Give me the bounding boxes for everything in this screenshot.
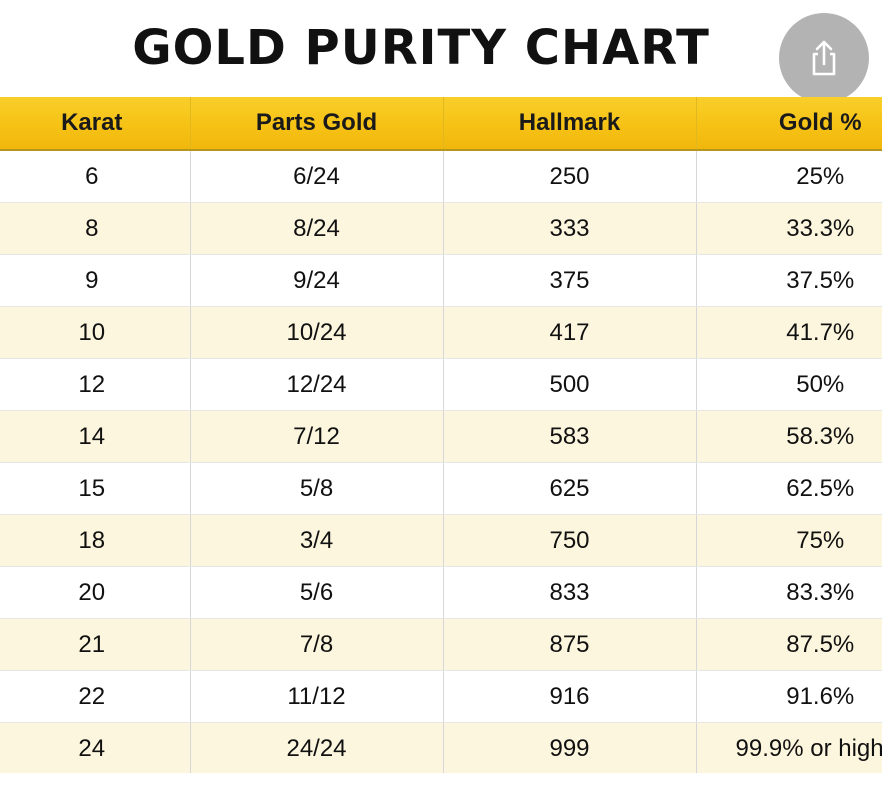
table-row: 15 5/8 625 62.5%: [0, 462, 882, 515]
cell-hallmark: 250: [442, 150, 696, 203]
cell-gold-percent: 41.7%: [695, 306, 882, 359]
cell-karat: 20: [0, 566, 190, 619]
gold-purity-table: Karat Parts Gold Hallmark Gold % 6 6/24 …: [0, 97, 882, 773]
cell-karat: 18: [0, 514, 190, 567]
cell-gold-percent: 91.6%: [695, 670, 882, 723]
cell-hallmark: 916: [442, 670, 696, 723]
header-gold-percent: Gold %: [695, 97, 882, 151]
cell-gold-percent: 99.9% or higher: [695, 722, 882, 773]
share-button[interactable]: [779, 13, 869, 103]
cell-hallmark: 833: [442, 566, 696, 619]
cell-hallmark: 333: [442, 202, 696, 255]
table-row: 10 10/24 417 41.7%: [0, 306, 882, 359]
cell-hallmark: 375: [442, 254, 696, 307]
cell-karat: 9: [0, 254, 190, 307]
cell-gold-percent: 75%: [695, 514, 882, 567]
cell-parts-gold: 3/4: [189, 514, 443, 567]
cell-parts-gold: 11/12: [189, 670, 443, 723]
cell-karat: 10: [0, 306, 190, 359]
cell-parts-gold: 6/24: [189, 150, 443, 203]
header-hallmark: Hallmark: [442, 97, 696, 151]
cell-parts-gold: 10/24: [189, 306, 443, 359]
table-row: 20 5/6 833 83.3%: [0, 566, 882, 619]
purity-table-container: Karat Parts Gold Hallmark Gold % 6 6/24 …: [0, 97, 882, 773]
cell-gold-percent: 58.3%: [695, 410, 882, 463]
cell-gold-percent: 83.3%: [695, 566, 882, 619]
table-row: 21 7/8 875 87.5%: [0, 618, 882, 671]
cell-parts-gold: 9/24: [189, 254, 443, 307]
cell-karat: 14: [0, 410, 190, 463]
cell-parts-gold: 8/24: [189, 202, 443, 255]
table-row: 9 9/24 375 37.5%: [0, 254, 882, 307]
table-row: 24 24/24 999 99.9% or higher: [0, 722, 882, 773]
cell-hallmark: 999: [442, 722, 696, 773]
cell-parts-gold: 12/24: [189, 358, 443, 411]
cell-karat: 8: [0, 202, 190, 255]
cell-parts-gold: 24/24: [189, 722, 443, 773]
cell-karat: 22: [0, 670, 190, 723]
cell-parts-gold: 5/8: [189, 462, 443, 515]
cell-gold-percent: 25%: [695, 150, 882, 203]
table-header-row: Karat Parts Gold Hallmark Gold %: [0, 97, 882, 151]
cell-parts-gold: 7/8: [189, 618, 443, 671]
table-row: 6 6/24 250 25%: [0, 150, 882, 203]
share-icon: [812, 40, 836, 76]
table-row: 12 12/24 500 50%: [0, 358, 882, 411]
cell-gold-percent: 50%: [695, 358, 882, 411]
table-row: 8 8/24 333 33.3%: [0, 202, 882, 255]
cell-karat: 15: [0, 462, 190, 515]
cell-hallmark: 875: [442, 618, 696, 671]
cell-karat: 21: [0, 618, 190, 671]
table-row: 22 11/12 916 91.6%: [0, 670, 882, 723]
cell-parts-gold: 7/12: [189, 410, 443, 463]
cell-hallmark: 583: [442, 410, 696, 463]
cell-gold-percent: 62.5%: [695, 462, 882, 515]
table-row: 14 7/12 583 58.3%: [0, 410, 882, 463]
cell-hallmark: 417: [442, 306, 696, 359]
cell-karat: 6: [0, 150, 190, 203]
cell-karat: 12: [0, 358, 190, 411]
cell-hallmark: 500: [442, 358, 696, 411]
table-row: 18 3/4 750 75%: [0, 514, 882, 567]
header-parts-gold: Parts Gold: [189, 97, 443, 151]
cell-gold-percent: 37.5%: [695, 254, 882, 307]
page-title: GOLD PURITY CHART: [132, 20, 710, 76]
header-karat: Karat: [0, 97, 190, 151]
cell-hallmark: 750: [442, 514, 696, 567]
cell-karat: 24: [0, 722, 190, 773]
cell-parts-gold: 5/6: [189, 566, 443, 619]
cell-hallmark: 625: [442, 462, 696, 515]
cell-gold-percent: 33.3%: [695, 202, 882, 255]
cell-gold-percent: 87.5%: [695, 618, 882, 671]
